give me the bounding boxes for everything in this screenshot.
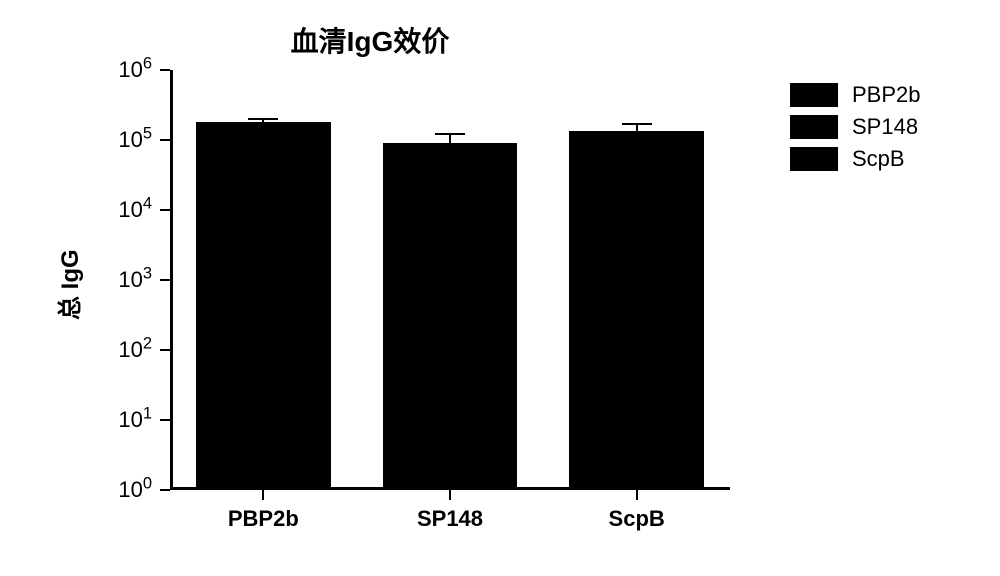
- error-bar-cap: [248, 118, 278, 120]
- x-tick: [636, 490, 638, 500]
- legend-label: SP148: [852, 114, 918, 140]
- x-tick: [262, 490, 264, 500]
- legend-item: SP148: [790, 114, 921, 140]
- y-tick: [160, 69, 170, 71]
- y-tick: [160, 279, 170, 281]
- bar: [196, 70, 330, 487]
- y-tick: [160, 209, 170, 211]
- y-tick-label: 105: [96, 127, 152, 153]
- x-tick-label: PBP2b: [183, 506, 343, 532]
- error-bar-cap: [435, 133, 465, 135]
- y-tick-label: 100: [96, 477, 152, 503]
- y-tick: [160, 349, 170, 351]
- y-axis-label: 总 IgG: [50, 249, 85, 320]
- bar: [569, 70, 703, 487]
- error-bar-cap: [622, 123, 652, 125]
- y-tick: [160, 489, 170, 491]
- y-tick-label: 106: [96, 57, 152, 83]
- x-tick-label: SP148: [370, 506, 530, 532]
- legend-swatch: [790, 147, 838, 171]
- y-tick-label: 102: [96, 337, 152, 363]
- legend-swatch: [790, 115, 838, 139]
- y-tick-label: 104: [96, 197, 152, 223]
- error-bar: [449, 134, 451, 142]
- x-tick-label: ScpB: [557, 506, 717, 532]
- chart-container: { "chart": { "type": "bar", "title": "血清…: [0, 0, 1000, 576]
- y-tick: [160, 419, 170, 421]
- chart-title: 血清IgG效价: [0, 20, 740, 60]
- y-tick: [160, 139, 170, 141]
- legend-swatch: [790, 83, 838, 107]
- legend-item: PBP2b: [790, 82, 921, 108]
- x-tick: [449, 490, 451, 500]
- legend: PBP2b SP148 ScpB: [790, 82, 921, 178]
- error-bar: [636, 124, 638, 131]
- legend-label: PBP2b: [852, 82, 921, 108]
- legend-item: ScpB: [790, 146, 921, 172]
- legend-label: ScpB: [852, 146, 905, 172]
- y-tick-label: 103: [96, 267, 152, 293]
- y-tick-label: 101: [96, 407, 152, 433]
